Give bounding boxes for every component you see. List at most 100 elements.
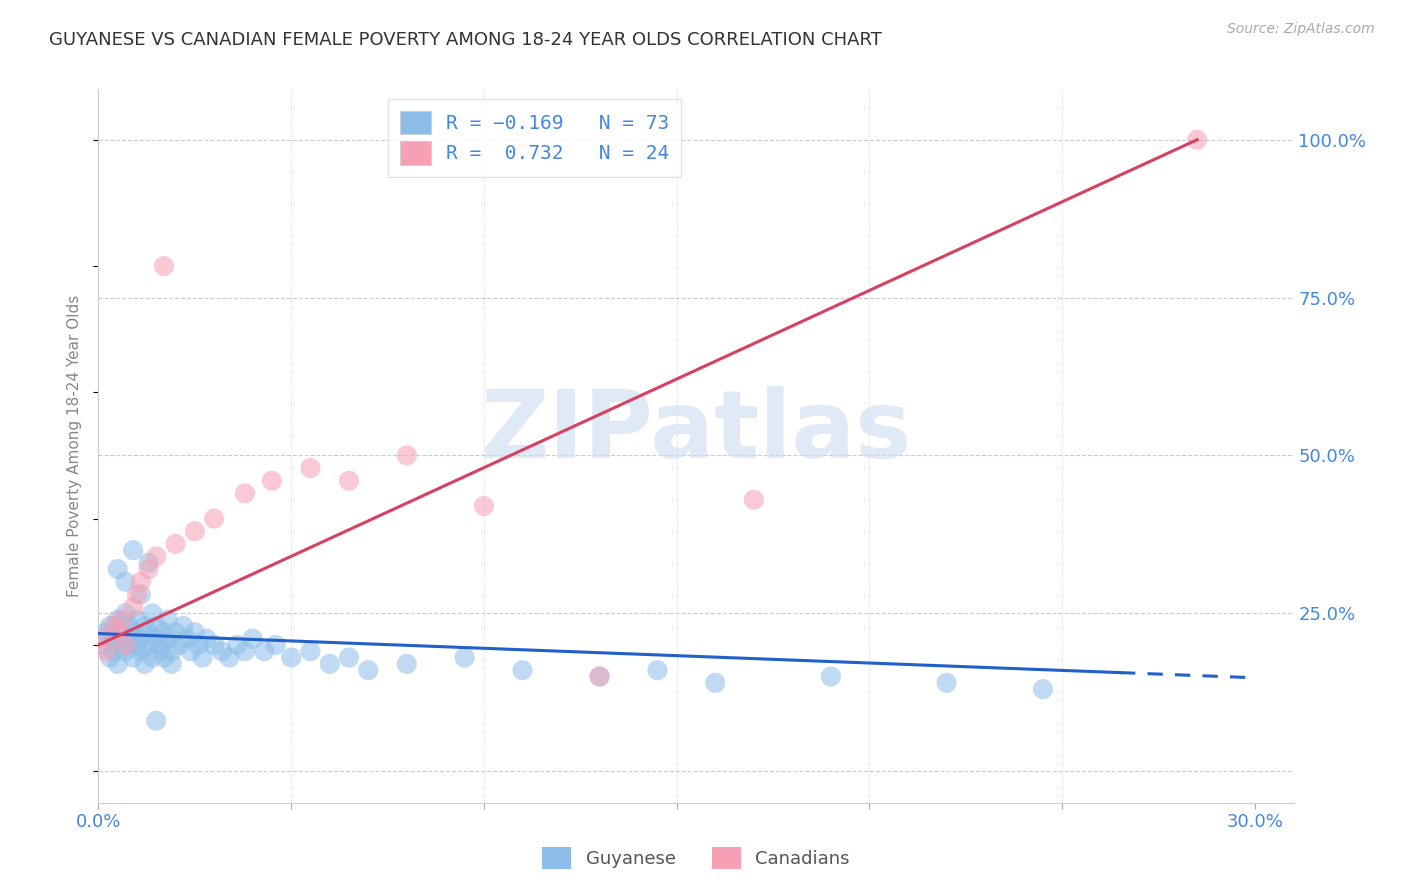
Point bbox=[180, 644, 202, 658]
Point bbox=[165, 537, 187, 551]
Point bbox=[149, 644, 172, 658]
Point bbox=[169, 638, 191, 652]
Point bbox=[94, 625, 117, 640]
Point bbox=[233, 644, 256, 658]
Point bbox=[107, 613, 129, 627]
Point bbox=[337, 474, 360, 488]
Point bbox=[118, 619, 141, 633]
Point bbox=[935, 675, 957, 690]
Point bbox=[153, 259, 176, 273]
Point bbox=[125, 587, 148, 601]
Point bbox=[395, 449, 418, 463]
Point bbox=[647, 663, 669, 677]
Point bbox=[156, 613, 179, 627]
Point bbox=[195, 632, 218, 646]
Point bbox=[141, 607, 163, 621]
Point bbox=[156, 632, 179, 646]
Point bbox=[129, 632, 152, 646]
Point bbox=[588, 669, 610, 683]
Point bbox=[191, 650, 214, 665]
Point bbox=[176, 632, 198, 646]
Point bbox=[472, 499, 495, 513]
Point bbox=[107, 562, 129, 576]
Point bbox=[165, 625, 187, 640]
Point bbox=[704, 675, 727, 690]
Point bbox=[149, 638, 172, 652]
Point bbox=[103, 632, 125, 646]
Point bbox=[107, 657, 129, 671]
Point bbox=[110, 625, 132, 640]
Point bbox=[91, 632, 114, 646]
Y-axis label: Female Poverty Among 18-24 Year Olds: Female Poverty Among 18-24 Year Olds bbox=[67, 295, 83, 597]
Point bbox=[129, 574, 152, 589]
Point bbox=[226, 638, 249, 652]
Point bbox=[134, 657, 156, 671]
Point bbox=[260, 474, 283, 488]
Point bbox=[264, 638, 287, 652]
Point bbox=[145, 619, 167, 633]
Point bbox=[107, 625, 129, 640]
Point bbox=[141, 650, 163, 665]
Point bbox=[114, 644, 136, 658]
Point bbox=[138, 562, 160, 576]
Point bbox=[145, 549, 167, 564]
Point bbox=[125, 613, 148, 627]
Text: ZIPatlas: ZIPatlas bbox=[481, 385, 911, 478]
Point bbox=[91, 638, 114, 652]
Point bbox=[153, 625, 176, 640]
Point bbox=[103, 644, 125, 658]
Text: GUYANESE VS CANADIAN FEMALE POVERTY AMONG 18-24 YEAR OLDS CORRELATION CHART: GUYANESE VS CANADIAN FEMALE POVERTY AMON… bbox=[49, 31, 882, 49]
Point bbox=[233, 486, 256, 500]
Point bbox=[160, 657, 183, 671]
Point bbox=[129, 644, 152, 658]
Point bbox=[110, 638, 132, 652]
Point bbox=[134, 619, 156, 633]
Point bbox=[512, 663, 534, 677]
Point bbox=[742, 492, 765, 507]
Point bbox=[153, 650, 176, 665]
Point bbox=[820, 669, 842, 683]
Point bbox=[114, 638, 136, 652]
Point bbox=[94, 644, 117, 658]
Point bbox=[299, 644, 322, 658]
Point bbox=[98, 650, 121, 665]
Point bbox=[145, 714, 167, 728]
Point bbox=[588, 669, 610, 683]
Point bbox=[114, 574, 136, 589]
Point bbox=[172, 619, 194, 633]
Point bbox=[103, 619, 125, 633]
Point bbox=[138, 638, 160, 652]
Point bbox=[138, 625, 160, 640]
Point bbox=[118, 632, 141, 646]
Point bbox=[122, 625, 145, 640]
Point bbox=[202, 638, 225, 652]
Point bbox=[280, 650, 302, 665]
Point bbox=[138, 556, 160, 570]
Point bbox=[187, 638, 209, 652]
Point bbox=[218, 650, 240, 665]
Point bbox=[122, 543, 145, 558]
Point bbox=[299, 461, 322, 475]
Point bbox=[160, 644, 183, 658]
Point bbox=[1032, 682, 1054, 697]
Point bbox=[184, 524, 207, 539]
Legend: Guyanese, Canadians: Guyanese, Canadians bbox=[536, 839, 856, 876]
Point bbox=[184, 625, 207, 640]
Point bbox=[145, 632, 167, 646]
Point bbox=[337, 650, 360, 665]
Point bbox=[242, 632, 264, 646]
Point bbox=[1185, 133, 1208, 147]
Point bbox=[211, 644, 233, 658]
Point bbox=[395, 657, 418, 671]
Point bbox=[129, 587, 152, 601]
Point bbox=[122, 650, 145, 665]
Point bbox=[319, 657, 342, 671]
Point bbox=[253, 644, 276, 658]
Point bbox=[357, 663, 380, 677]
Point bbox=[125, 638, 148, 652]
Point bbox=[122, 600, 145, 615]
Point bbox=[202, 511, 225, 525]
Point bbox=[110, 613, 132, 627]
Point bbox=[98, 619, 121, 633]
Text: Source: ZipAtlas.com: Source: ZipAtlas.com bbox=[1227, 22, 1375, 37]
